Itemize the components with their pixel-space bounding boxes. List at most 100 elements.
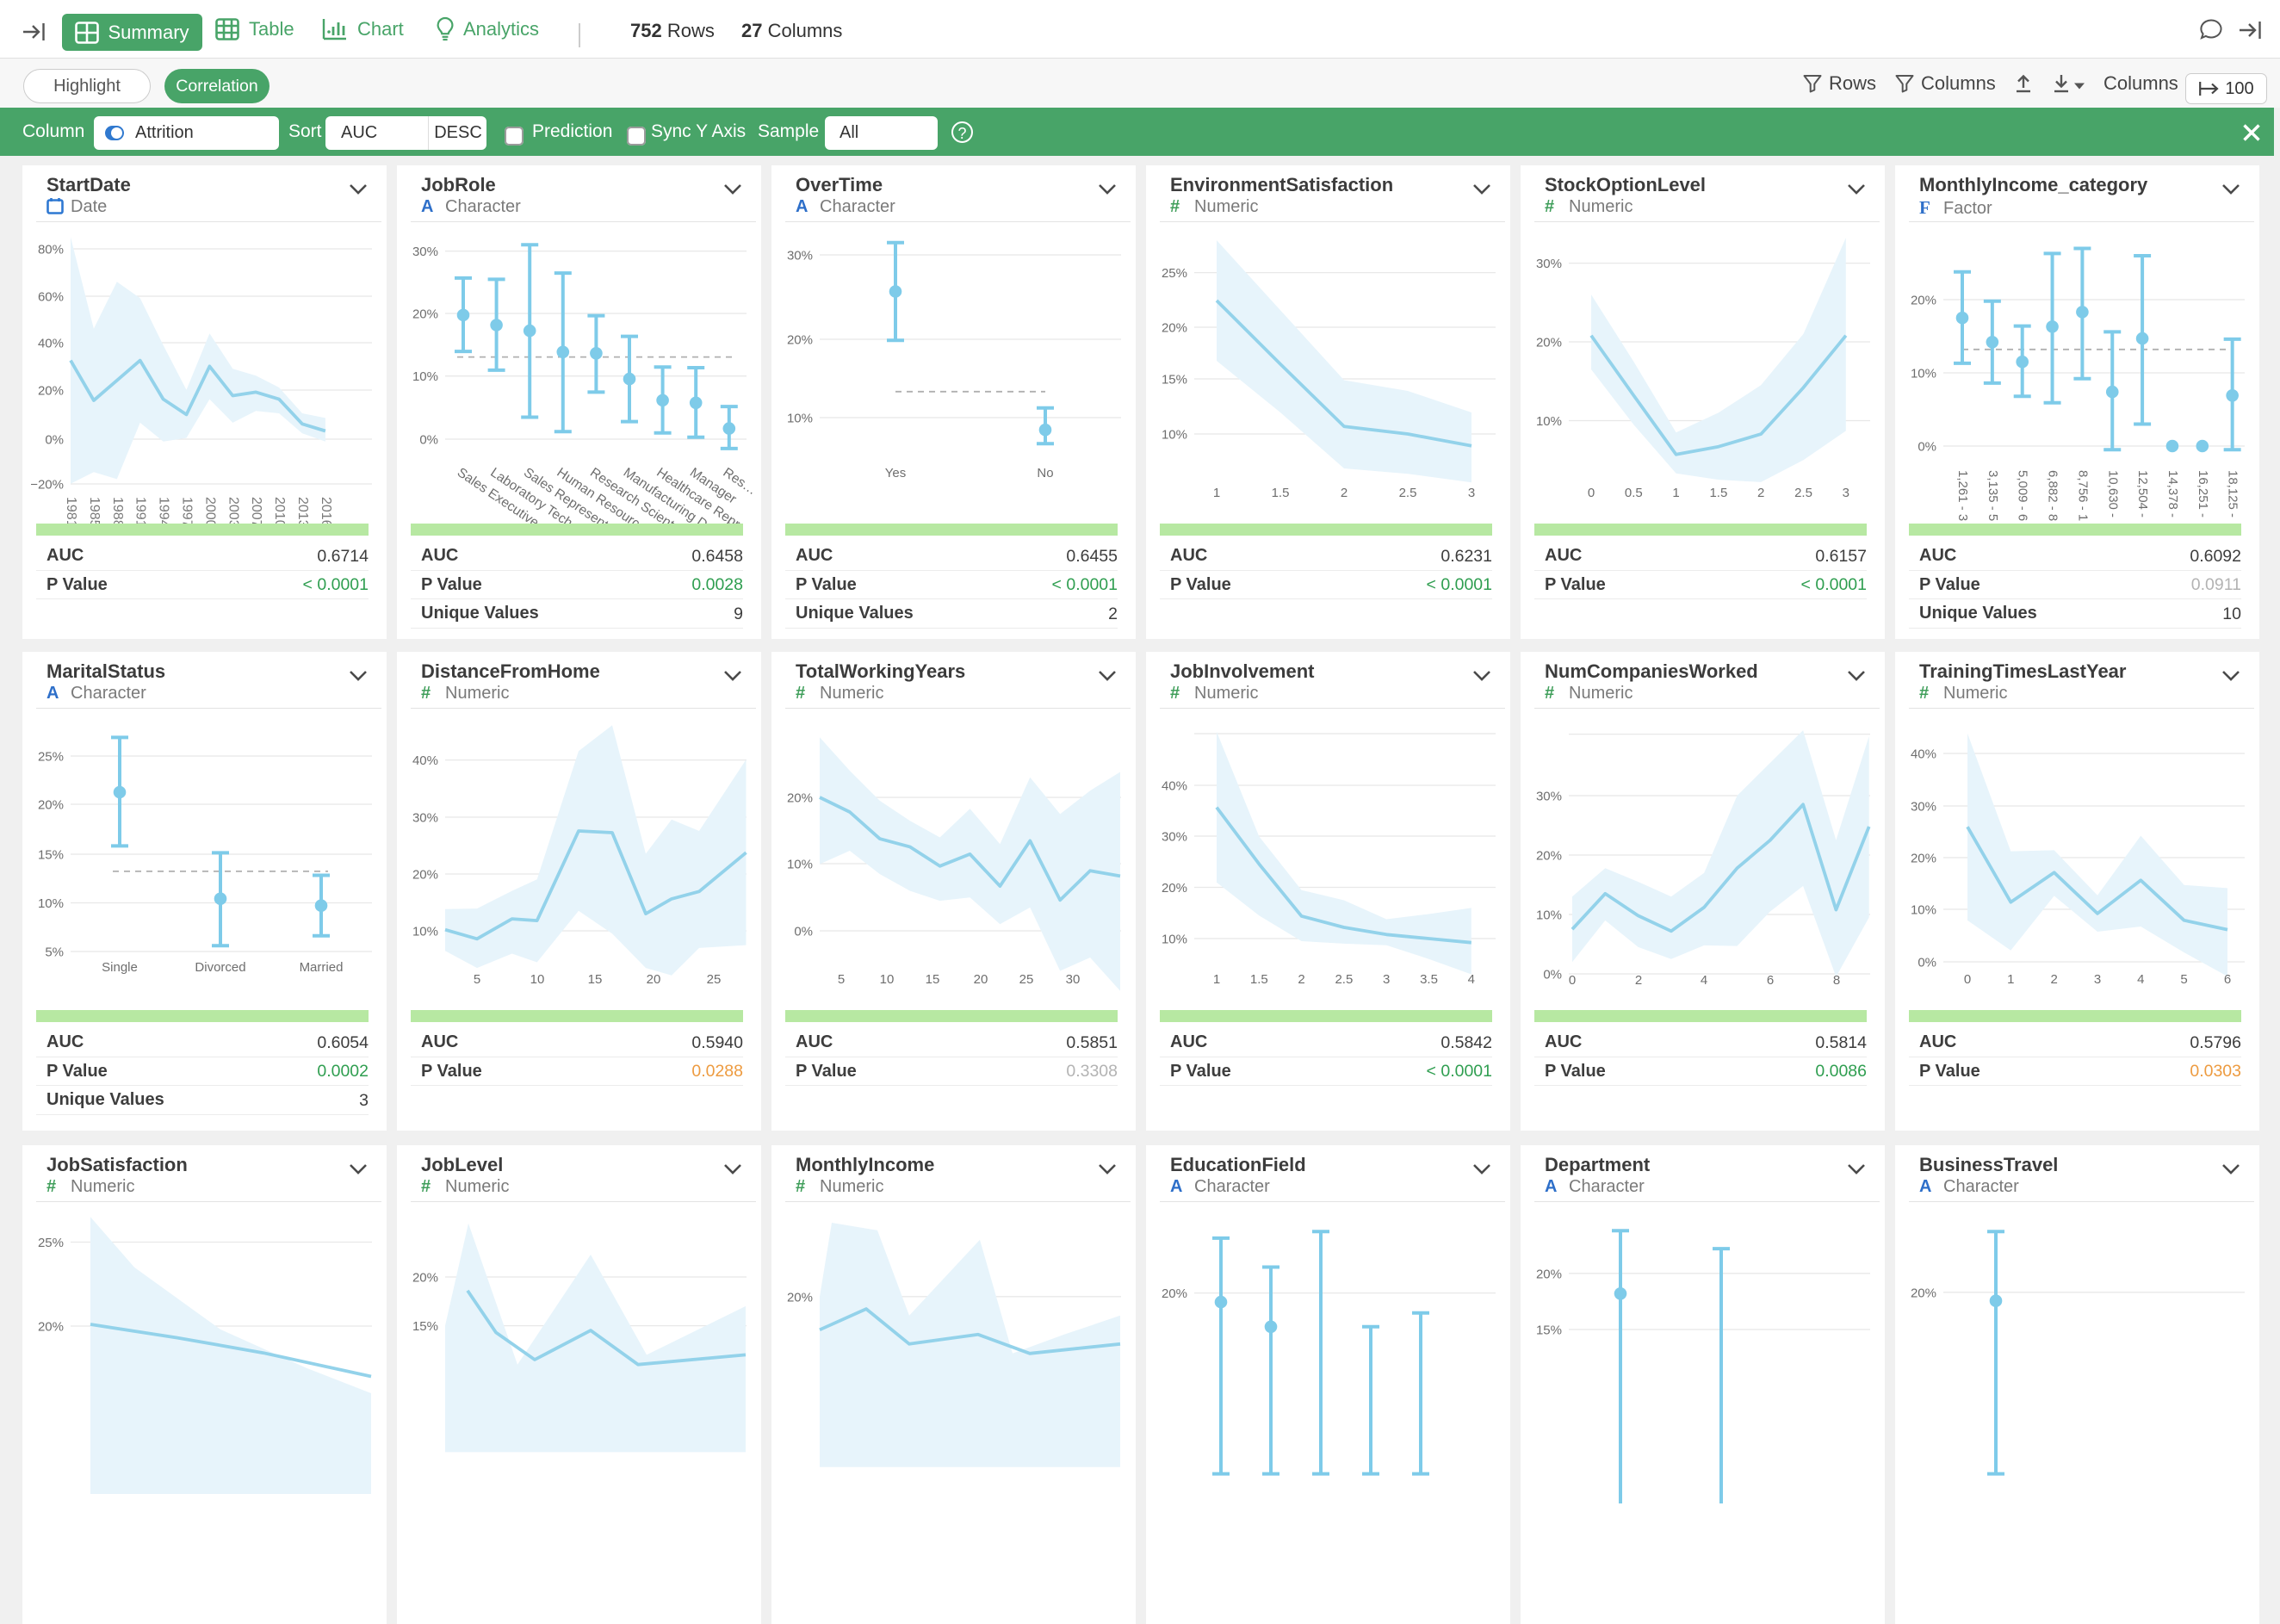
svg-text:30%: 30% (1536, 257, 1562, 271)
svg-text:20%: 20% (1911, 1286, 1936, 1300)
svg-text:5,009 - 6: 5,009 - 6 (2016, 470, 2030, 521)
svg-text:30%: 30% (412, 811, 438, 826)
svg-text:10%: 10% (1536, 414, 1562, 429)
svg-text:20%: 20% (787, 1290, 813, 1305)
svg-text:20%: 20% (1911, 294, 1936, 308)
svg-text:5%: 5% (45, 945, 64, 960)
svg-text:No: No (1037, 466, 1053, 480)
svg-text:14,378 -: 14,378 - (2165, 470, 2180, 518)
svg-text:20%: 20% (787, 791, 813, 806)
svg-text:1.5: 1.5 (1272, 486, 1290, 500)
svg-text:1,261 - 3: 1,261 - 3 (1955, 470, 1970, 521)
svg-text:0%: 0% (794, 925, 813, 939)
svg-text:20%: 20% (1536, 336, 1562, 350)
svg-text:2: 2 (1757, 486, 1764, 500)
svg-text:20%: 20% (412, 868, 438, 883)
svg-text:10%: 10% (38, 896, 64, 911)
svg-text:4: 4 (2137, 972, 2144, 987)
svg-text:60%: 60% (38, 290, 64, 305)
svg-text:2016: 2016 (319, 497, 333, 524)
svg-text:10%: 10% (787, 858, 813, 872)
svg-text:0%: 0% (419, 433, 438, 448)
svg-text:40%: 40% (412, 753, 438, 768)
svg-text:5: 5 (838, 972, 845, 987)
svg-text:3,135 - 5: 3,135 - 5 (1986, 470, 2000, 521)
svg-text:20%: 20% (1911, 852, 1936, 866)
svg-text:2.5: 2.5 (1794, 486, 1812, 500)
svg-text:25: 25 (1019, 972, 1034, 987)
svg-text:1997: 1997 (180, 497, 195, 524)
svg-text:1: 1 (1213, 486, 1220, 500)
svg-text:15: 15 (926, 972, 940, 987)
svg-text:15%: 15% (1536, 1323, 1562, 1338)
svg-text:1: 1 (2007, 972, 2014, 987)
svg-text:20%: 20% (1162, 1286, 1187, 1301)
svg-text:4: 4 (1701, 973, 1707, 988)
svg-text:10%: 10% (1536, 908, 1562, 923)
svg-text:1: 1 (1672, 486, 1679, 500)
svg-text:1994: 1994 (157, 497, 171, 524)
svg-text:Divorced: Divorced (195, 960, 245, 975)
svg-text:15%: 15% (412, 1319, 438, 1334)
svg-text:1.5: 1.5 (1709, 486, 1727, 500)
svg-text:20%: 20% (1536, 1267, 1562, 1281)
svg-text:12,504 -: 12,504 - (2135, 470, 2150, 518)
svg-text:2013: 2013 (295, 497, 310, 524)
svg-text:40%: 40% (1162, 779, 1187, 794)
svg-text:4: 4 (1468, 972, 1475, 987)
svg-text:1: 1 (1213, 972, 1220, 987)
svg-text:30%: 30% (787, 249, 813, 263)
svg-text:2000: 2000 (202, 497, 217, 524)
svg-text:10%: 10% (1911, 903, 1936, 918)
svg-text:1.5: 1.5 (1250, 972, 1268, 987)
svg-text:20%: 20% (787, 333, 813, 348)
svg-text:30%: 30% (412, 245, 438, 259)
svg-text:10%: 10% (1162, 428, 1187, 443)
svg-text:Married: Married (300, 960, 344, 975)
svg-text:20%: 20% (38, 1320, 64, 1335)
svg-text:6: 6 (1767, 973, 1774, 988)
svg-text:30: 30 (1066, 972, 1081, 987)
svg-text:0%: 0% (45, 433, 64, 448)
svg-text:1991: 1991 (133, 497, 148, 524)
svg-text:40%: 40% (38, 337, 64, 351)
svg-text:20: 20 (974, 972, 988, 987)
svg-text:2.5: 2.5 (1399, 486, 1417, 500)
svg-text:10%: 10% (1162, 933, 1187, 947)
svg-text:3: 3 (2094, 972, 2101, 987)
svg-text:0.5: 0.5 (1625, 486, 1643, 500)
svg-text:Single: Single (102, 960, 138, 975)
svg-text:16,251 -: 16,251 - (2196, 470, 2210, 518)
svg-text:5: 5 (2180, 972, 2187, 987)
svg-text:0%: 0% (1918, 956, 1936, 970)
svg-text:10: 10 (880, 972, 895, 987)
svg-text:0: 0 (1964, 972, 1971, 987)
svg-text:2: 2 (1298, 972, 1304, 987)
svg-text:20%: 20% (38, 384, 64, 399)
svg-text:15%: 15% (1162, 373, 1187, 387)
svg-text:2: 2 (1341, 486, 1348, 500)
svg-text:3.5: 3.5 (1420, 972, 1438, 987)
svg-text:8: 8 (1833, 973, 1840, 988)
svg-text:20%: 20% (38, 798, 64, 813)
svg-text:0%: 0% (1543, 968, 1562, 982)
svg-text:2: 2 (2051, 972, 2058, 987)
svg-text:20%: 20% (412, 307, 438, 322)
svg-text:10%: 10% (412, 369, 438, 384)
svg-text:−20%: −20% (30, 478, 64, 493)
svg-text:20%: 20% (412, 1271, 438, 1286)
svg-text:15: 15 (588, 972, 603, 987)
svg-text:1981: 1981 (64, 497, 78, 524)
svg-text:25: 25 (707, 972, 722, 987)
svg-text:5: 5 (474, 972, 480, 987)
svg-text:0: 0 (1569, 973, 1576, 988)
svg-text:20%: 20% (1162, 881, 1187, 896)
svg-text:10,630 -: 10,630 - (2105, 470, 2120, 518)
svg-text:Yes: Yes (885, 466, 906, 480)
svg-text:1988: 1988 (110, 497, 125, 524)
svg-text:10%: 10% (787, 412, 813, 426)
svg-text:25%: 25% (38, 750, 64, 765)
svg-text:30%: 30% (1536, 790, 1562, 804)
svg-text:3: 3 (1468, 486, 1475, 500)
svg-text:20%: 20% (1536, 849, 1562, 864)
